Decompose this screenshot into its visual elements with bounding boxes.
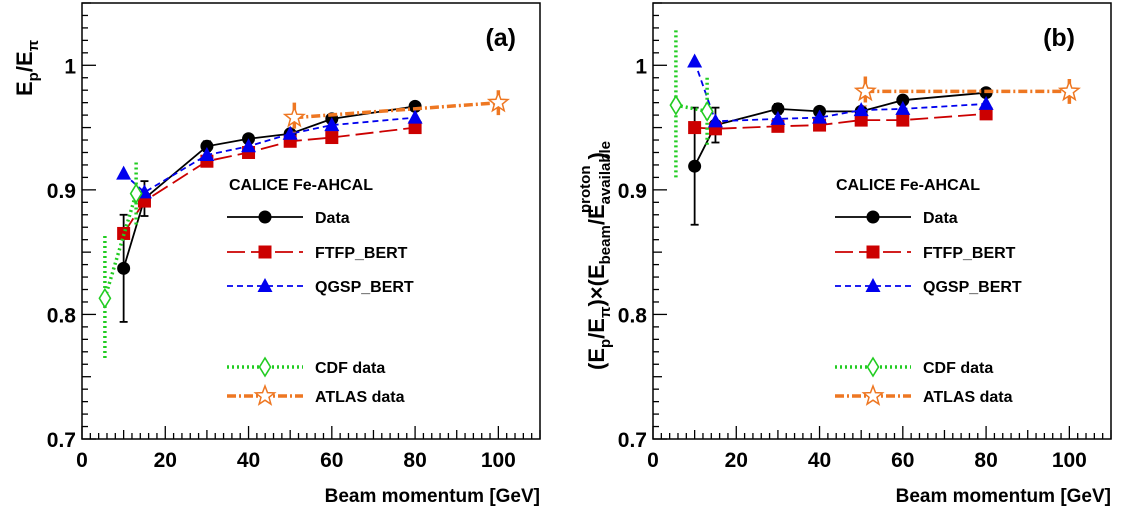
x-tick-label: 80: [974, 449, 997, 472]
x-tick-label: 60: [320, 449, 343, 472]
y-tick-label: 0.7: [618, 429, 647, 452]
legend-title-b: CALICE Fe-AHCAL: [836, 177, 980, 194]
legend-marker-qgsp: [258, 278, 273, 292]
legend-label-ftfp: FTFP_BERT: [923, 245, 1016, 262]
axis-ticks-b: 0 20 40 60 80 100 0.7 0.8 0.9 1: [618, 3, 1111, 472]
legend-label-data: Data: [315, 210, 350, 227]
legend-label-qgsp: QGSP_BERT: [315, 279, 414, 296]
qgsp-point: [687, 54, 702, 68]
plot-area-a: [99, 90, 508, 360]
x-tick-label: 40: [237, 449, 260, 472]
series-atlas: [285, 90, 508, 132]
x-tick-label: 100: [1052, 449, 1087, 472]
plot-frame-b: [653, 3, 1111, 439]
legend-label-cdf: CDF data: [923, 360, 993, 377]
plot-frame-a: [82, 3, 540, 439]
ftfp-point: [117, 227, 130, 240]
series-cdf: [670, 30, 712, 179]
panel-a: 0 20 40 60 80 100 0.7 0.8 0.9 1 (a) Beam momentum…: [12, 3, 540, 507]
legend-marker-atlas: [864, 386, 883, 404]
x-tick-label: 20: [725, 449, 748, 472]
y-axis-title-b: (Ep/Eπ)×(Ebeam/Eavailableproton): [577, 141, 614, 370]
ftfp-point: [896, 114, 909, 127]
y-tick-label: 0.9: [47, 180, 76, 203]
panel-label-a: (a): [485, 24, 516, 52]
y-tick-label: 0.7: [47, 429, 76, 452]
x-tick-label: 0: [76, 449, 88, 472]
legend-b: Data FTFP_BERT QGSP_BERT CDF data ATLAS data: [835, 210, 1022, 406]
y-axis-title-a: Ep/Eπ: [12, 39, 42, 96]
qgsp-point: [979, 96, 994, 110]
x-axis-title-b: Beam momentum [GeV]: [896, 486, 1111, 507]
qgsp-point: [116, 166, 131, 180]
series-cdf: [99, 162, 141, 360]
cdf-point: [702, 102, 713, 120]
legend-marker-qgsp: [866, 278, 881, 292]
legend-marker-data: [867, 211, 880, 224]
series-atlas: [856, 76, 1079, 106]
legend-label-atlas: ATLAS data: [923, 389, 1013, 406]
legend-label-data: Data: [923, 210, 958, 227]
y-tick-label: 1: [635, 55, 647, 78]
x-tick-label: 0: [647, 449, 659, 472]
qgsp-point: [408, 110, 423, 124]
cdf-point: [99, 289, 110, 307]
ftfp-point: [688, 121, 701, 134]
x-axis-title-a: Beam momentum [GeV]: [325, 486, 540, 507]
x-tick-label: 80: [403, 449, 426, 472]
ftfp-point: [325, 131, 338, 144]
legend-label-qgsp: QGSP_BERT: [923, 279, 1022, 296]
y-tick-label: 0.8: [618, 304, 648, 327]
panel-label-b: (b): [1043, 24, 1075, 52]
y-tick-label: 0.8: [47, 304, 77, 327]
legend-marker-cdf: [260, 358, 271, 376]
panel-b: 0 20 40 60 80 100 0.7 0.8 0.9 1 (b) Beam momentum…: [577, 3, 1111, 507]
x-tick-label: 20: [154, 449, 177, 472]
legend-label-ftfp: FTFP_BERT: [315, 245, 408, 262]
legend-label-cdf: CDF data: [315, 360, 385, 377]
cdf-line: [105, 194, 136, 299]
x-tick-label: 100: [481, 449, 516, 472]
legend-label-atlas: ATLAS data: [315, 389, 405, 406]
cdf-point: [670, 96, 681, 114]
ftfp-line: [695, 114, 987, 129]
qgsp-line: [695, 62, 987, 122]
data-point: [688, 160, 701, 173]
plot-area-b: [670, 30, 1079, 224]
legend-marker-cdf: [868, 358, 879, 376]
x-tick-label: 40: [808, 449, 831, 472]
atlas-line: [294, 103, 498, 118]
x-tick-label: 60: [891, 449, 914, 472]
y-tick-label: 0.9: [618, 180, 647, 203]
y-tick-label: 1: [64, 55, 76, 78]
legend-a: Data FTFP_BERT QGSP_BERT CDF data ATLAS data: [227, 210, 414, 406]
legend-title-a: CALICE Fe-AHCAL: [229, 177, 373, 194]
legend-marker-ftfp: [259, 246, 272, 259]
data-line: [695, 93, 987, 167]
legend-marker-data: [259, 211, 272, 224]
legend-marker-ftfp: [867, 246, 880, 259]
data-point: [117, 262, 130, 275]
legend-marker-atlas: [256, 386, 275, 404]
